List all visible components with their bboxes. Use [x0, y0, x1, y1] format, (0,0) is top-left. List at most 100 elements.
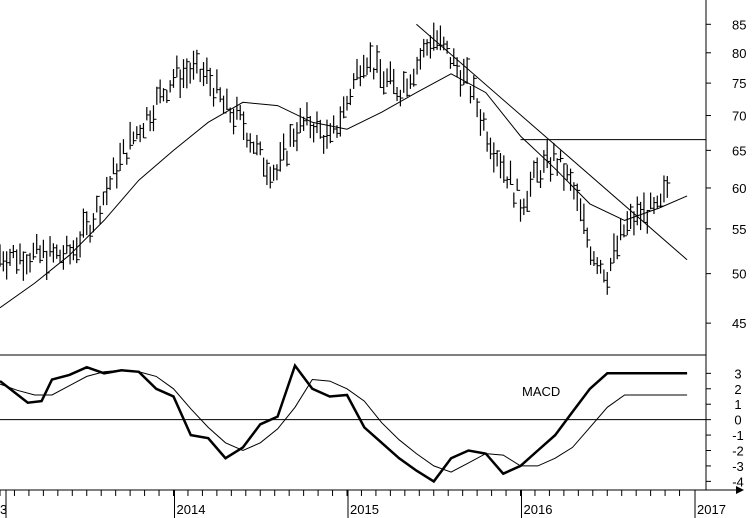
price-bar	[166, 89, 170, 103]
price-bar	[499, 152, 504, 179]
price-bar	[12, 244, 17, 259]
price-bar	[396, 87, 401, 102]
price-bar	[473, 75, 477, 100]
price-bar	[623, 224, 627, 238]
price-bar	[653, 196, 657, 214]
macd-tick-label: -4	[732, 474, 744, 489]
price-bar	[646, 209, 651, 234]
macd-tick-label: 2	[734, 382, 741, 397]
price-bar	[89, 224, 94, 243]
macd-label: MACD	[522, 384, 560, 399]
price-bar	[82, 208, 87, 238]
price-bar	[496, 150, 501, 167]
price-bar	[136, 126, 140, 140]
price-bar	[660, 193, 664, 208]
price-bar	[6, 251, 10, 280]
price-bar	[573, 182, 577, 200]
price-bar	[553, 142, 557, 162]
price-bar	[269, 166, 274, 189]
price-bar	[613, 233, 617, 264]
x-tick-label: 2014	[177, 502, 206, 517]
price-bar	[419, 48, 424, 70]
price-bar	[586, 227, 591, 248]
price-bar	[533, 160, 537, 178]
price-bar	[0, 244, 3, 267]
price-bar	[606, 271, 611, 295]
price-tick-label: 60	[732, 181, 746, 196]
price-bar	[19, 243, 24, 265]
price-bar	[489, 137, 494, 160]
price-bars	[0, 22, 671, 295]
macd-tick-label: -1	[732, 428, 744, 443]
price-bar	[476, 98, 481, 118]
price-bar	[506, 176, 511, 189]
price-bar	[156, 86, 160, 105]
price-bar	[116, 163, 120, 189]
price-bar	[129, 121, 134, 150]
price-bar	[563, 163, 567, 191]
price-bar	[393, 68, 397, 95]
price-bar	[242, 111, 247, 141]
price-bar	[543, 150, 547, 173]
price-bar	[413, 68, 417, 87]
price-bar	[62, 245, 67, 270]
price-bar	[76, 237, 80, 264]
price-tick-label: 85	[732, 17, 746, 32]
x-axis: 3 2014 2015 2016 2017	[0, 486, 744, 518]
price-bar	[329, 123, 334, 144]
price-tick-label: 50	[732, 267, 746, 282]
price-bar	[102, 191, 107, 206]
price-bar	[249, 133, 254, 153]
price-bar	[132, 131, 137, 145]
price-bar	[619, 218, 624, 241]
price-bar	[42, 239, 47, 259]
price-bar	[142, 123, 147, 139]
price-bar	[56, 244, 60, 259]
price-bar	[379, 59, 384, 89]
price-bar	[346, 95, 350, 111]
price-bar	[516, 178, 521, 191]
macd-line	[0, 362, 688, 484]
x-tick-label: 2015	[350, 502, 379, 517]
price-bar	[152, 105, 157, 132]
price-bar	[222, 95, 227, 114]
price-bar	[106, 176, 110, 206]
price-bar	[86, 211, 90, 236]
moving-average-line	[0, 73, 688, 309]
price-tick-label: 65	[732, 143, 746, 158]
price-bar	[529, 171, 534, 197]
price-bar	[39, 245, 44, 264]
price-bar	[172, 68, 177, 88]
price-bar	[449, 57, 454, 69]
price-bar	[429, 35, 434, 59]
price-bar	[216, 69, 220, 94]
price-bar	[279, 142, 284, 172]
price-bar	[209, 67, 214, 97]
price-bar	[2, 251, 7, 272]
price-bar	[286, 150, 290, 167]
x-tick-label: 3	[0, 502, 7, 517]
price-bar	[293, 128, 297, 147]
price-bar	[383, 71, 387, 95]
price-bar	[149, 110, 154, 132]
price-bar	[66, 235, 70, 254]
price-bar	[283, 133, 287, 161]
price-bar	[426, 39, 431, 56]
price-tick-label: 75	[732, 76, 746, 91]
x-tick-label: 2016	[524, 502, 553, 517]
price-bar	[212, 87, 217, 107]
macd-tick-label: 3	[734, 366, 741, 381]
price-bar	[509, 160, 514, 185]
price-bar	[22, 251, 27, 281]
price-bar	[643, 192, 647, 223]
price-bar	[206, 57, 210, 84]
price-bar	[640, 201, 644, 231]
price-bar	[162, 88, 167, 102]
price-bar	[456, 57, 461, 78]
price-bar	[226, 88, 230, 111]
price-bar	[389, 61, 394, 85]
price-bar	[513, 192, 517, 208]
x-tick-label: 2017	[697, 502, 726, 517]
price-bar	[339, 106, 344, 137]
